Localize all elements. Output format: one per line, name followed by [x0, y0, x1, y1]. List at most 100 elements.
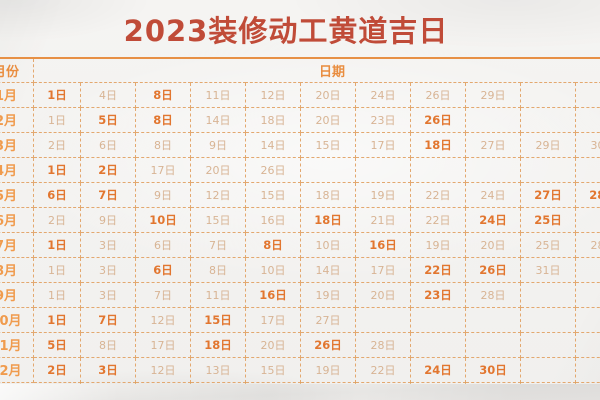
day-cell: 16日 — [245, 206, 301, 233]
day-cell: 3日 — [80, 256, 136, 283]
day-cell: 2日 — [33, 131, 81, 158]
day-cell: 1日 — [33, 81, 81, 108]
empty-cell — [355, 156, 411, 183]
month-row: 7月1日3日6日7日8日10日16日19日20日25日28日 — [0, 231, 600, 258]
day-cell: 1日 — [33, 256, 81, 283]
month-label: 6月 — [0, 206, 34, 233]
month-row: 11月5日8日17日18日20日26日28日 — [0, 331, 600, 358]
table-header-row: 月份 日期 — [0, 57, 600, 83]
month-label: 11月 — [0, 331, 34, 358]
day-cell: 22日 — [410, 206, 466, 233]
empty-cell — [520, 81, 576, 108]
day-cell: 19日 — [300, 281, 356, 308]
day-cell: 15日 — [190, 306, 246, 333]
day-cell: 20日 — [190, 156, 246, 183]
day-cell: 9日 — [190, 131, 246, 158]
day-cell: 20日 — [245, 331, 301, 358]
month-row: 4月1日2日17日20日26日 — [0, 156, 600, 183]
month-label: 10月 — [0, 306, 34, 333]
day-cell: 8日 — [190, 256, 246, 283]
day-cell: 17日 — [245, 306, 301, 333]
day-cell: 28日 — [355, 331, 411, 358]
day-cell: 19日 — [410, 231, 466, 258]
month-label: 3月 — [0, 131, 34, 158]
day-cell: 3日 — [80, 281, 136, 308]
day-cell: 20日 — [300, 81, 356, 108]
day-cell: 14日 — [245, 131, 301, 158]
day-cell: 21日 — [355, 206, 411, 233]
day-cell: 6日 — [33, 181, 81, 208]
empty-cell — [574, 81, 600, 108]
day-cell: 6日 — [80, 131, 136, 158]
empty-cell — [520, 281, 576, 308]
day-cell: 29日 — [465, 81, 521, 108]
day-cell: 16日 — [355, 231, 411, 258]
month-label: 9月 — [0, 281, 34, 308]
day-cell: 27日 — [520, 181, 576, 208]
date-column-header: 日期 — [32, 57, 600, 83]
page-title: 2023装修动工黄道吉日 — [123, 14, 449, 48]
day-cell: 20日 — [300, 106, 356, 133]
day-cell: 26日 — [465, 256, 521, 283]
day-cell: 9日 — [135, 181, 191, 208]
day-cell: 24日 — [465, 206, 521, 233]
empty-cell — [410, 156, 466, 183]
empty-cell — [574, 281, 600, 308]
month-row: 5月6日7日9日12日15日18日19日22日24日27日28日 — [0, 181, 600, 208]
day-cell: 17日 — [355, 256, 411, 283]
day-cell: 8日 — [80, 331, 136, 358]
day-cell: 2日 — [33, 356, 81, 383]
day-cell: 13日 — [190, 356, 246, 383]
day-cell: 7日 — [190, 231, 246, 258]
day-cell: 3日 — [80, 356, 136, 383]
day-cell: 18日 — [245, 106, 301, 133]
month-label: 7月 — [0, 231, 34, 258]
day-cell: 7日 — [80, 306, 136, 333]
day-cell: 8日 — [135, 131, 191, 158]
day-cell: 15日 — [190, 206, 246, 233]
day-cell: 22日 — [410, 256, 466, 283]
day-cell: 24日 — [355, 81, 411, 108]
day-cell: 5日 — [80, 106, 136, 133]
day-cell: 23日 — [410, 281, 466, 308]
day-cell: 27日 — [465, 131, 521, 158]
day-cell: 8日 — [135, 81, 191, 108]
day-cell: 9日 — [80, 206, 136, 233]
day-cell: 12日 — [135, 306, 191, 333]
day-cell: 27日 — [300, 306, 356, 333]
month-row: 9月1日3日7日11日16日19日20日23日28日 — [0, 281, 600, 308]
empty-cell — [520, 306, 576, 333]
day-cell: 16日 — [245, 281, 301, 308]
day-cell: 5日 — [33, 331, 81, 358]
month-row: 10月1日7日12日15日17日27日 — [0, 306, 600, 333]
day-cell: 22日 — [410, 181, 466, 208]
day-cell: 24日 — [410, 356, 466, 383]
month-row: 6月2日9日10日15日16日18日21日22日24日25日 — [0, 206, 600, 233]
day-cell: 26日 — [245, 156, 301, 183]
calendar-body: 1月1日4日8日11日12日20日24日26日29日2月1日5日8日14日18日… — [0, 81, 600, 383]
day-cell: 1日 — [33, 106, 81, 133]
day-cell: 1日 — [33, 156, 81, 183]
month-column-header: 月份 — [0, 57, 34, 83]
empty-cell — [465, 156, 521, 183]
paper-crease — [0, 384, 600, 400]
day-cell: 8日 — [135, 106, 191, 133]
empty-cell — [520, 331, 576, 358]
month-label: 8月 — [0, 256, 34, 283]
day-cell: 2日 — [33, 206, 81, 233]
day-cell: 20日 — [355, 281, 411, 308]
day-cell: 6日 — [135, 256, 191, 283]
empty-cell — [300, 156, 356, 183]
empty-cell — [520, 106, 576, 133]
month-label: 1月 — [0, 81, 34, 108]
day-cell: 1日 — [33, 281, 81, 308]
month-row: 8月1日3日6日8日10日14日17日22日26日31日 — [0, 256, 600, 283]
day-cell: 3日 — [80, 231, 136, 258]
day-cell: 15日 — [300, 131, 356, 158]
day-cell: 23日 — [355, 106, 411, 133]
day-cell: 15日 — [245, 356, 301, 383]
day-cell: 26日 — [410, 81, 466, 108]
day-cell: 10日 — [245, 256, 301, 283]
month-row: 3月2日6日8日9日14日15日17日18日27日29日30日 — [0, 131, 600, 158]
empty-cell — [465, 331, 521, 358]
